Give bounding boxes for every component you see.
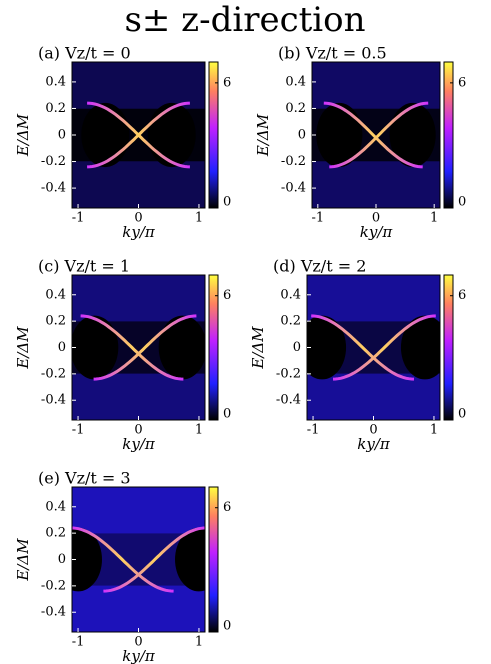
x-tick-label: 1 [430,211,438,226]
figure-title: s± z-direction [124,0,365,40]
x-tick-label: 0 [372,211,380,226]
heatmap [72,62,205,208]
panel-title: (e) Vz/t = 3 [38,469,131,488]
y-tick-label: 0.4 [280,287,301,302]
colorbar-tick-label: 6 [223,75,231,90]
x-axis-label: ky/π [122,435,156,453]
y-tick-label: 0.4 [285,74,306,89]
panel-title: (a) Vz/t = 0 [38,44,131,63]
y-tick-label: 0 [58,128,66,143]
x-tick-label: -1 [72,211,85,226]
band-curve [311,314,415,381]
x-tick-label: 1 [430,423,438,438]
gap-region [400,315,440,380]
y-tick-label: -0.2 [41,366,66,381]
y-tick-label: 0 [58,552,66,567]
colorbar-tick-label: 6 [223,500,231,515]
y-tick-label: -0.2 [276,366,301,381]
y-tick-label: 0.2 [285,101,306,116]
y-tick-label: -0.4 [41,605,66,620]
y-tick-label: 0.4 [45,287,66,302]
band-curve [72,526,174,593]
colorbar-tick-label: 6 [223,288,231,303]
y-tick-label: 0 [58,340,66,355]
y-tick-label: -0.2 [41,154,66,169]
band-curve [103,526,205,593]
colorbar-tick-label: 6 [458,75,466,90]
panel-title: (d) Vz/t = 2 [273,257,366,276]
y-axis-label: E/ΔM [249,326,267,370]
colorbar-tick-label: 0 [458,195,466,210]
gap-region [316,102,363,168]
band-curve [329,101,429,169]
y-tick-label: 0.4 [45,499,66,514]
heatmap [72,487,205,632]
x-tick-label: 1 [195,635,203,650]
gap-region [307,315,347,380]
gap-region [175,527,205,592]
gap-region [81,102,130,168]
band-curve [87,101,190,169]
gap-region [158,315,205,380]
x-axis-label: ky/π [357,435,391,453]
band-curve [80,314,184,381]
y-tick-label: -0.2 [41,578,66,593]
y-tick-label: 0.2 [280,314,301,329]
x-tick-label: 1 [195,211,203,226]
band-curve [323,101,423,169]
colorbar-tick-label: 0 [223,407,231,422]
y-tick-label: 0.4 [45,74,66,89]
x-axis-label: ky/π [122,647,156,664]
y-tick-label: 0.2 [45,314,66,329]
gap-region [389,102,436,168]
x-tick-label: 0 [134,211,142,226]
x-tick-label: -1 [72,423,85,438]
y-tick-label: 0 [293,340,301,355]
y-tick-label: -0.4 [41,393,66,408]
x-tick-label: 0 [134,423,142,438]
gap-region [147,102,196,168]
heatmap [72,275,205,420]
band-curve [93,314,197,381]
y-axis-label: E/ΔM [14,538,32,582]
y-tick-label: -0.4 [41,181,66,196]
x-axis-label: ky/π [360,223,394,241]
y-tick-label: 0 [298,128,306,143]
colorbar [443,274,454,421]
x-tick-label: -1 [311,211,324,226]
y-axis-label: E/ΔM [14,326,32,370]
y-tick-label: -0.2 [281,154,306,169]
x-tick-label: -1 [307,423,320,438]
y-axis-label: E/ΔM [14,113,32,157]
x-axis-label: ky/π [122,223,156,241]
y-tick-label: -0.4 [281,181,306,196]
y-tick-label: 0.2 [45,526,66,541]
colorbar [208,274,219,421]
x-tick-label: 0 [369,423,377,438]
gap-region [72,527,102,592]
gap-region [72,315,119,380]
colorbar [443,61,454,209]
colorbar-tick-label: 0 [223,619,231,634]
x-tick-label: 1 [195,423,203,438]
heatmap [307,275,440,420]
band-curve [332,314,436,381]
x-tick-label: -1 [72,635,85,650]
colorbar [208,61,219,209]
y-axis-label: E/ΔM [254,113,272,157]
colorbar-tick-label: 0 [223,195,231,210]
colorbar-tick-label: 6 [458,288,466,303]
colorbar-tick-label: 0 [458,407,466,422]
colorbar [208,486,219,633]
panel-title: (c) Vz/t = 1 [38,257,130,276]
y-tick-label: -0.4 [276,393,301,408]
y-tick-label: 0.2 [45,101,66,116]
panel-title: (b) Vz/t = 0.5 [278,44,387,63]
heatmap [312,62,440,208]
x-tick-label: 0 [134,635,142,650]
